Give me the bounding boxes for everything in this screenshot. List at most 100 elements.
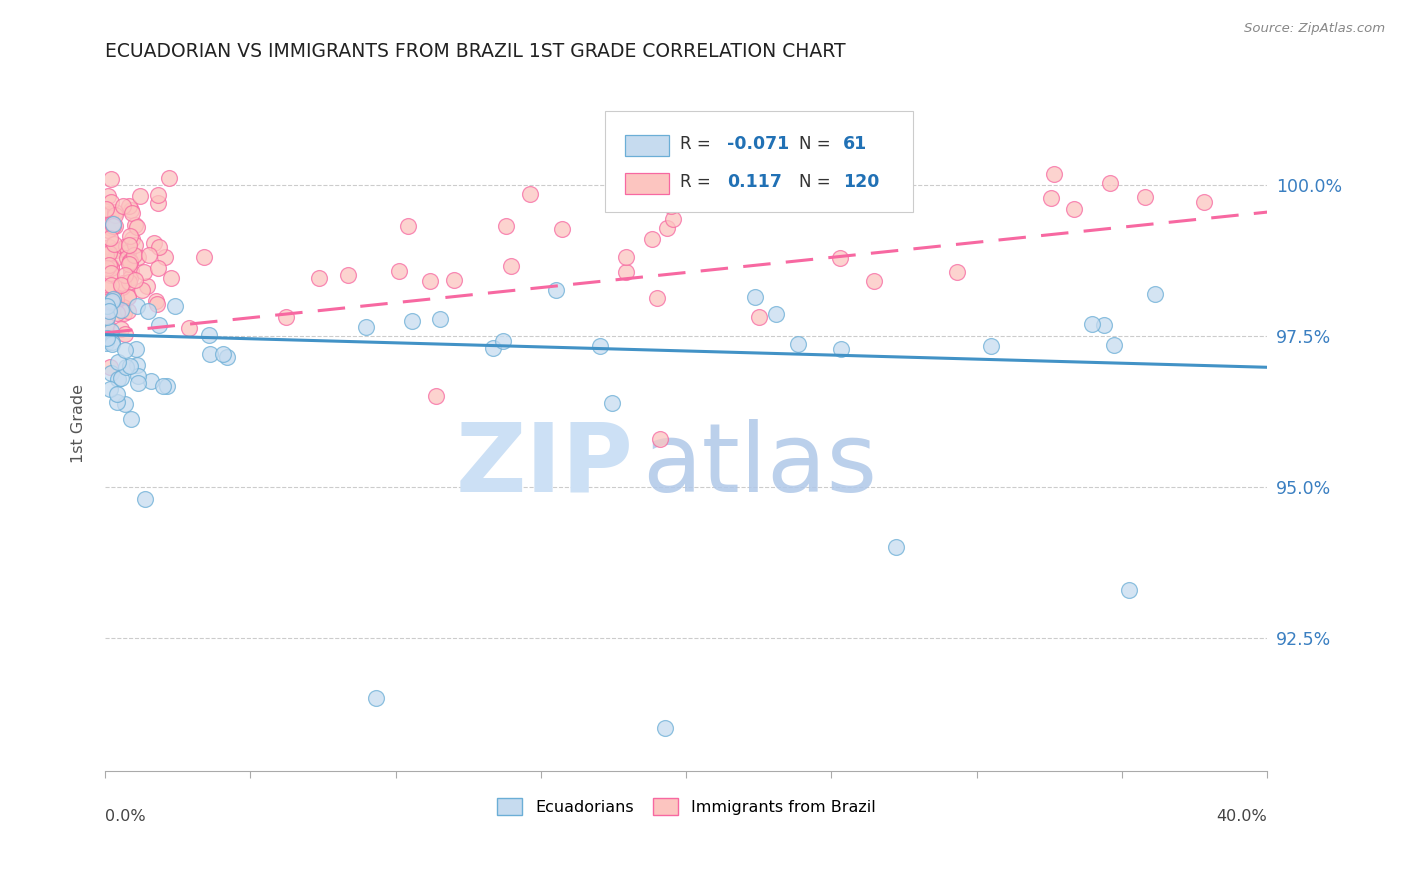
- Point: [115, 359, 138, 374]
- Point: [146, 260, 169, 275]
- Point: [124, 273, 146, 287]
- Point: [125, 358, 148, 372]
- Point: [104, 208, 127, 222]
- Point: [120, 359, 142, 374]
- Y-axis label: 1st Grade: 1st Grade: [72, 384, 86, 463]
- Point: [101, 334, 124, 349]
- Point: [121, 232, 143, 246]
- Point: [482, 341, 505, 355]
- Point: [110, 277, 132, 292]
- Point: [177, 321, 200, 335]
- Point: [111, 276, 134, 290]
- Point: [100, 172, 122, 186]
- Point: [443, 272, 465, 286]
- Point: [364, 691, 387, 706]
- Point: [129, 189, 152, 203]
- Point: [121, 206, 143, 220]
- Text: ECUADORIAN VS IMMIGRANTS FROM BRAZIL 1ST GRADE CORRELATION CHART: ECUADORIAN VS IMMIGRANTS FROM BRAZIL 1ST…: [105, 42, 845, 61]
- Point: [101, 219, 124, 233]
- Point: [1042, 167, 1064, 181]
- Point: [145, 294, 167, 309]
- Point: [884, 541, 907, 555]
- Point: [614, 250, 637, 264]
- Bar: [624, 173, 669, 194]
- Point: [114, 343, 136, 357]
- Point: [125, 220, 148, 235]
- Point: [98, 246, 121, 260]
- Point: [159, 271, 181, 285]
- Point: [94, 310, 117, 324]
- Point: [198, 347, 221, 361]
- Point: [654, 722, 676, 736]
- Point: [138, 248, 160, 262]
- Point: [94, 202, 117, 216]
- Point: [127, 376, 149, 390]
- Point: [112, 306, 135, 320]
- Point: [1143, 286, 1166, 301]
- Point: [114, 326, 136, 341]
- Point: [308, 270, 330, 285]
- Point: [120, 202, 142, 217]
- Text: 61: 61: [844, 136, 868, 153]
- Point: [101, 296, 124, 310]
- Point: [193, 250, 215, 264]
- Point: [100, 259, 122, 273]
- Point: [107, 355, 129, 369]
- Point: [97, 189, 120, 203]
- Point: [114, 397, 136, 411]
- Point: [98, 258, 121, 272]
- Text: atlas: atlas: [643, 418, 877, 512]
- Point: [142, 235, 165, 250]
- Point: [105, 306, 128, 320]
- Point: [146, 195, 169, 210]
- Point: [100, 221, 122, 235]
- Point: [98, 293, 121, 308]
- Point: [104, 219, 127, 233]
- Point: [748, 310, 770, 324]
- Point: [101, 337, 124, 351]
- Point: [657, 221, 679, 235]
- Point: [501, 260, 523, 274]
- Point: [96, 293, 118, 307]
- Point: [274, 310, 297, 324]
- Point: [828, 251, 851, 265]
- Point: [97, 304, 120, 318]
- Text: ZIP: ZIP: [456, 418, 634, 512]
- Point: [105, 293, 128, 307]
- Point: [104, 243, 127, 257]
- Point: [104, 291, 127, 305]
- Point: [120, 264, 142, 278]
- Point: [125, 342, 148, 356]
- Point: [136, 303, 159, 318]
- Point: [419, 274, 441, 288]
- Point: [337, 268, 360, 282]
- Point: [787, 337, 810, 351]
- Point: [97, 223, 120, 237]
- Point: [765, 306, 787, 320]
- Point: [127, 368, 149, 383]
- Point: [661, 211, 683, 226]
- Point: [118, 254, 141, 268]
- Point: [110, 242, 132, 256]
- Point: [110, 303, 132, 318]
- Point: [114, 268, 136, 282]
- Point: [131, 283, 153, 297]
- Point: [96, 261, 118, 276]
- Point: [103, 236, 125, 251]
- Point: [1063, 202, 1085, 217]
- Point: [139, 374, 162, 388]
- Text: -0.071: -0.071: [727, 136, 789, 153]
- Point: [356, 320, 378, 334]
- Point: [94, 281, 117, 295]
- Point: [100, 294, 122, 309]
- Point: [117, 244, 139, 259]
- Point: [118, 257, 141, 271]
- Point: [118, 198, 141, 212]
- Text: 0.117: 0.117: [727, 173, 782, 191]
- Legend: Ecuadorians, Immigrants from Brazil: Ecuadorians, Immigrants from Brazil: [491, 791, 882, 822]
- Text: N =: N =: [799, 136, 831, 153]
- Point: [135, 278, 157, 293]
- Point: [153, 250, 176, 264]
- Text: 0.0%: 0.0%: [105, 809, 146, 824]
- Point: [148, 318, 170, 332]
